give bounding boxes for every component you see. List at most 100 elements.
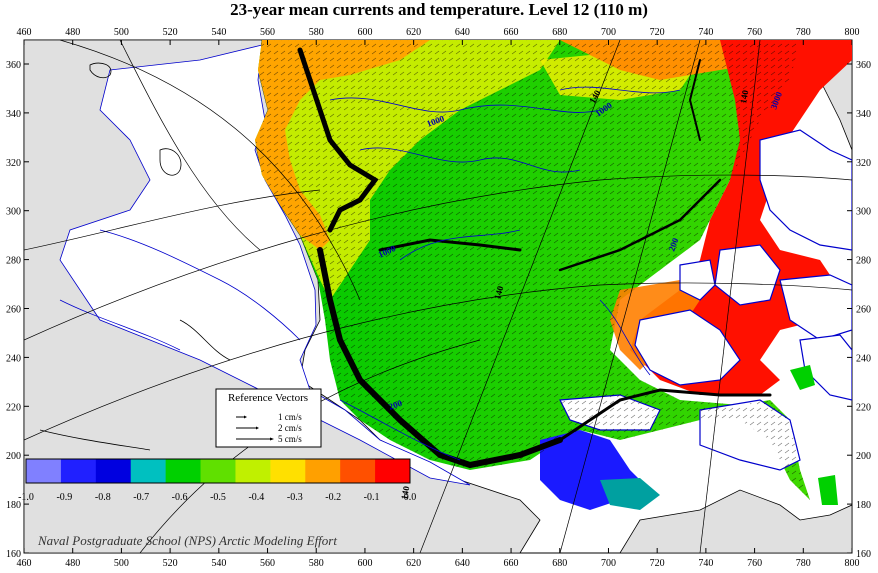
y-tick-label-left: 260	[6, 305, 21, 316]
x-tick-label-top: 520	[163, 27, 178, 38]
x-tick-label-top: 480	[65, 27, 80, 38]
colorbar-label: -0.9	[56, 492, 72, 503]
y-tick-label-right: 240	[856, 353, 871, 364]
colorbar-swatch	[95, 459, 132, 483]
y-tick-label-left: 360	[6, 60, 21, 71]
legend-item-1: 1 cm/s	[278, 412, 302, 422]
x-tick-label-top: 640	[455, 27, 470, 38]
graticule	[24, 40, 852, 553]
x-tick-label-top: 540	[211, 27, 226, 38]
x-tick-label-top: 720	[650, 27, 665, 38]
colorbar-label: -0.3	[287, 492, 303, 503]
x-tick-label-bottom: 560	[260, 558, 275, 569]
x-tick-label-top: 700	[601, 27, 616, 38]
contour-label: 140	[492, 284, 505, 300]
x-tick-label-bottom: 680	[552, 558, 567, 569]
credit-text: Naval Postgraduate School (NPS) Arctic M…	[37, 533, 337, 548]
x-tick-label-top: 500	[114, 27, 129, 38]
legend-title: Reference Vectors	[228, 392, 308, 404]
legend-item-3: 5 cm/s	[278, 434, 302, 444]
y-tick-label-left: 200	[6, 451, 21, 462]
current-vectors	[255, 40, 810, 500]
x-tick-label-bottom: 600	[357, 558, 372, 569]
coastlines-left	[39, 62, 231, 451]
y-tick-label-right: 300	[856, 207, 871, 218]
x-tick-label-bottom: 700	[601, 558, 616, 569]
y-tick-label-right: 340	[856, 109, 871, 120]
x-tick-label-top: 780	[796, 27, 811, 38]
y-tick-label-right: 320	[856, 158, 871, 169]
colorbar-swatch	[60, 459, 97, 483]
depth-contours	[59, 86, 681, 461]
x-tick-label-bottom: 500	[114, 558, 129, 569]
x-tick-label-top: 740	[698, 27, 713, 38]
x-tick-label-top: 580	[309, 27, 324, 38]
contour-label: 140	[399, 485, 411, 501]
colorbar-label: -1.0	[18, 492, 34, 503]
y-axis-ticks: 160 160 180 180 200 200 220 220 240 240 260 260 280 2…	[6, 60, 871, 560]
y-tick-label-right: 160	[856, 549, 871, 560]
y-tick-label-left: 220	[6, 402, 21, 413]
colorbar-swatch	[26, 459, 62, 483]
x-tick-label-bottom: 720	[650, 558, 665, 569]
y-tick-label-left: 320	[6, 158, 21, 169]
map-title: 23-year mean currents and temperature. L…	[230, 0, 648, 19]
y-tick-label-right: 280	[856, 256, 871, 267]
legend-item-2: 2 cm/s	[278, 423, 302, 433]
x-tick-label-bottom: 760	[747, 558, 762, 569]
x-tick-label-bottom: 460	[17, 558, 32, 569]
colorbar-swatch	[305, 459, 341, 483]
x-tick-label-bottom: 640	[455, 558, 470, 569]
colorbar: -1.0 -0.9 -0.8 -0.7 -0.6 -0.5 -0.4 -0.3 -0.2 -0.1…	[18, 458, 417, 503]
land-bottom-right	[619, 489, 852, 553]
colorbar-label: 0.0	[404, 492, 417, 503]
contour-label: 140	[738, 89, 750, 105]
contour-label: 200	[666, 236, 680, 253]
x-tick-label-bottom: 660	[504, 558, 519, 569]
colorbar-label: -0.6	[172, 492, 188, 503]
colorbar-swatch	[375, 459, 411, 483]
y-tick-label-left: 240	[6, 353, 21, 364]
y-tick-label-left: 180	[6, 500, 21, 511]
colorbar-swatch	[235, 459, 271, 483]
contour-label: 200	[387, 398, 404, 412]
x-tick-label-top: 600	[357, 27, 372, 38]
x-tick-label-top: 660	[504, 27, 519, 38]
x-tick-label-top: 800	[845, 27, 860, 38]
x-tick-label-bottom: 780	[796, 558, 811, 569]
colorbar-swatch	[200, 459, 236, 483]
temperature-field-teal	[600, 478, 660, 510]
colorbar-label: -0.1	[364, 492, 380, 503]
x-tick-label-bottom: 480	[65, 558, 80, 569]
reference-vectors-legend: Reference Vectors 1 cm/s 2 cm/s 5 cm/s	[215, 388, 322, 448]
y-tick-label-right: 360	[856, 60, 871, 71]
shelf-white-left	[59, 44, 471, 486]
x-tick-label-top: 680	[552, 27, 567, 38]
x-tick-label-top: 620	[406, 27, 421, 38]
boundary-currents	[297, 47, 772, 469]
y-tick-label-right: 220	[856, 402, 871, 413]
temperature-field-green-east	[790, 365, 838, 505]
x-tick-label-top: 460	[17, 27, 32, 38]
x-tick-label-bottom: 620	[406, 558, 421, 569]
y-tick-label-left: 300	[6, 207, 21, 218]
colorbar-label: -0.7	[133, 492, 149, 503]
y-tick-label-left: 280	[6, 256, 21, 267]
colorbar-label: -0.8	[95, 492, 111, 503]
x-tick-label-bottom: 520	[163, 558, 178, 569]
y-tick-label-right: 180	[856, 500, 871, 511]
x-tick-label-bottom: 800	[845, 558, 860, 569]
colorbar-label: -0.4	[248, 492, 264, 503]
y-tick-label-right: 200	[856, 451, 871, 462]
x-axis-ticks: 460 460 480 480 500 500 520 520 540 540 560 560 580 5…	[17, 27, 860, 569]
colorbar-swatch	[270, 459, 306, 483]
colorbar-swatch	[340, 459, 376, 483]
y-tick-label-right: 260	[856, 305, 871, 316]
x-tick-label-top: 560	[260, 27, 275, 38]
x-tick-label-bottom: 540	[211, 558, 226, 569]
colorbar-label: -0.2	[325, 492, 341, 503]
colorbar-swatch	[130, 459, 167, 483]
y-tick-label-left: 340	[6, 109, 21, 120]
y-tick-label-left: 160	[6, 549, 21, 560]
